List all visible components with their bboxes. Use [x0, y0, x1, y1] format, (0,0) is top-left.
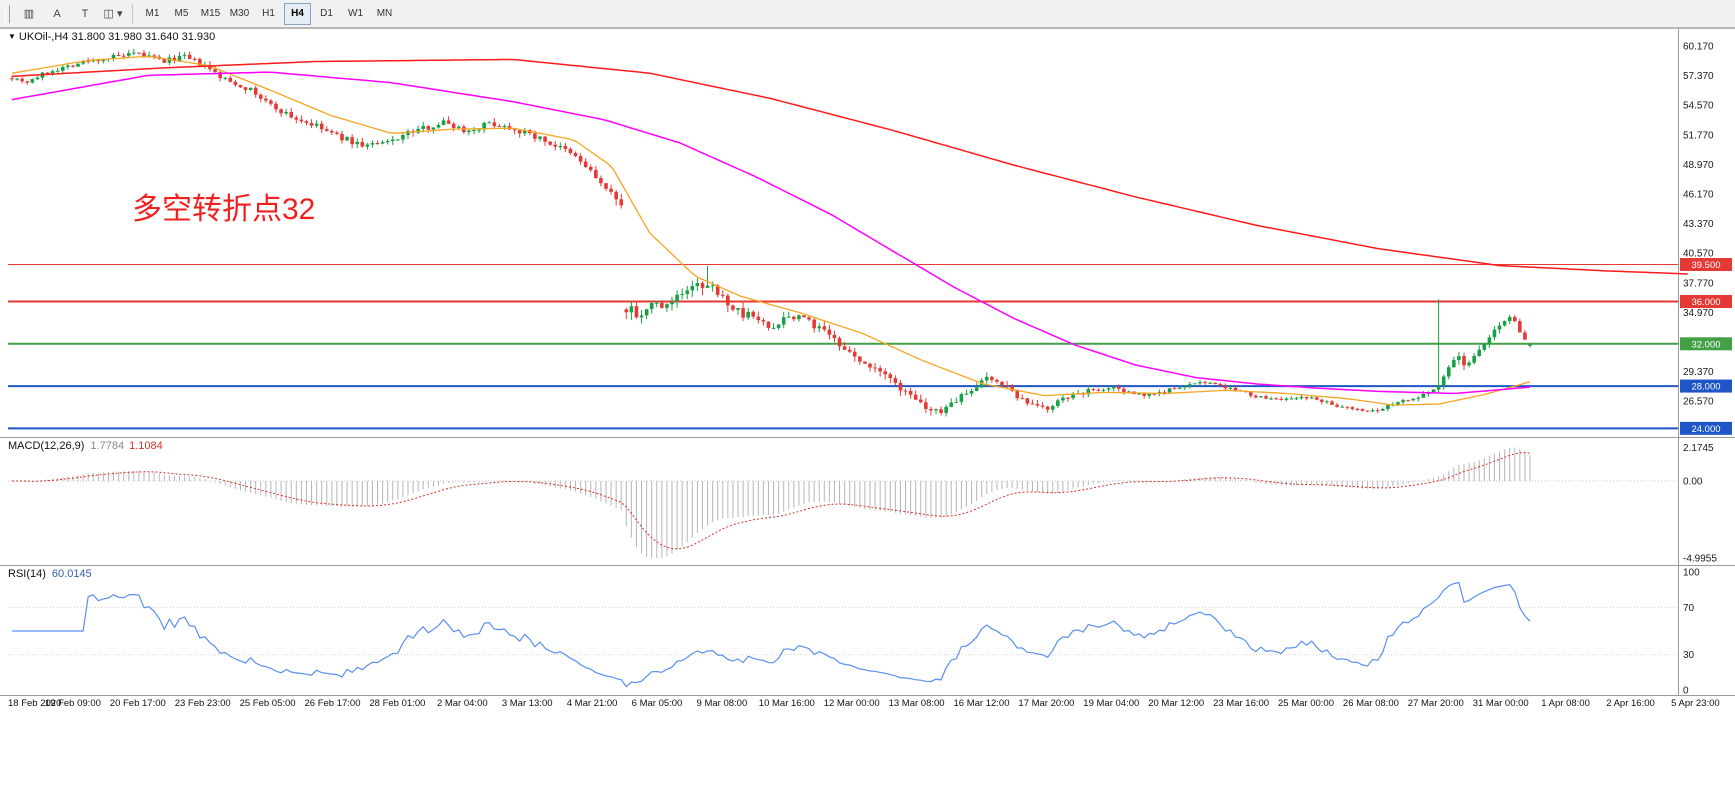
ma-fast-orange — [11, 55, 1531, 406]
price-tick-label: 57.370 — [1683, 71, 1714, 82]
price-level-badge-label: 39.500 — [1691, 260, 1720, 271]
price-tick-label: 26.570 — [1683, 397, 1714, 408]
symbol-header: ▼ UKOil-,H4 31.800 31.980 31.640 31.930 — [8, 31, 215, 43]
time-axis-label: 28 Feb 01:00 — [369, 698, 425, 709]
timeframe-m30-button[interactable]: M30 — [229, 8, 250, 19]
macd-axis-label: 0.00 — [1683, 477, 1703, 488]
rsi-axis-label: 30 — [1683, 650, 1695, 661]
timeframe-mn-button[interactable]: MN — [376, 8, 393, 19]
rsi-title: RSI(14) — [8, 568, 46, 580]
time-axis-label: 18 Feb 2020 — [8, 698, 61, 709]
timeframe-buttons: M1 M5 M15 M30 H1 H4 D1 W1 MN — [138, 2, 399, 25]
price-level-badge-label: 36.000 — [1691, 297, 1720, 308]
price-level-badge-label: 24.000 — [1691, 424, 1720, 435]
timeframe-h4-button[interactable]: H4 — [284, 2, 311, 25]
price-tick-label: 34.970 — [1683, 308, 1714, 319]
toolbar-grip[interactable] — [5, 4, 10, 23]
toolbar: ▥ A T ◫ ▾ M1 M5 M15 M30 H1 H4 D1 W1 MN — [0, 0, 1735, 28]
time-axis-label: 25 Mar 00:00 — [1278, 698, 1334, 709]
rsi-value: 60.0145 — [51, 568, 92, 580]
rsi-axis-label: 100 — [1683, 568, 1700, 579]
timeframe-w1-button[interactable]: W1 — [348, 8, 363, 19]
time-axis-label: 27 Mar 20:00 — [1408, 698, 1464, 709]
timeframe-d1-button[interactable]: D1 — [320, 8, 333, 19]
macd-signal-line — [12, 452, 1531, 550]
time-axis-label: 25 Feb 05:00 — [240, 698, 296, 709]
time-axis-label: 3 Mar 13:00 — [502, 698, 553, 709]
macd-title: MACD(12,26,9) — [8, 440, 85, 452]
price-tick-label: 48.970 — [1683, 160, 1714, 171]
price-tick-label: 40.570 — [1683, 249, 1714, 260]
price-level-badge — [1680, 258, 1732, 272]
macd-axis-label: 2.1745 — [1683, 443, 1714, 454]
chart-annotation: 多空转折点32 — [132, 193, 316, 226]
time-axis-label: 26 Mar 08:00 — [1343, 698, 1399, 709]
symbol-ohlc-text: UKOil-,H4 31.800 31.980 31.640 31.930 — [18, 31, 216, 43]
time-axis-label: 10 Mar 16:00 — [759, 698, 815, 709]
time-axis-label: 23 Mar 16:00 — [1213, 698, 1269, 709]
timeframe-m15-button[interactable]: M15 — [200, 8, 221, 19]
macd-histogram — [16, 447, 1531, 559]
time-axis-label: 20 Feb 17:00 — [110, 698, 166, 709]
text-label-t-icon[interactable]: T — [81, 7, 89, 20]
price-level-badge — [1680, 337, 1732, 351]
rsi-indicator-header: RSI(14) 60.0145 — [8, 568, 92, 580]
time-axis-label: 4 Mar 21:00 — [567, 698, 618, 709]
rsi-axis-label: 0 — [1683, 686, 1689, 697]
price-level-badge-label: 32.000 — [1691, 339, 1720, 350]
timeframe-m5-button[interactable]: M5 — [174, 8, 189, 19]
price-tick-label: 29.370 — [1683, 367, 1714, 378]
time-axis-label: 12 Mar 00:00 — [824, 698, 880, 709]
macd-value-signal: 1.1084 — [129, 440, 163, 452]
chart-objects-icon[interactable]: ◫ ▾ — [103, 8, 123, 20]
timeframe-h1-button[interactable]: H1 — [262, 8, 275, 19]
time-axis-label: 23 Feb 23:00 — [175, 698, 231, 709]
time-axis-label: 9 Mar 08:00 — [697, 698, 748, 709]
time-axis-label: 19 Mar 04:00 — [1083, 698, 1139, 709]
toolbar-icons: ▥ A T ◫ ▾ — [15, 3, 127, 25]
time-axis-label: 2 Mar 04:00 — [437, 698, 488, 709]
rsi-line — [12, 581, 1531, 688]
ma-slow-red — [11, 58, 1688, 275]
time-axis-label: 31 Mar 00:00 — [1473, 698, 1529, 709]
macd-axis-label: -4.9955 — [1683, 554, 1717, 565]
symbol-dropdown-icon[interactable]: ▼ — [8, 32, 16, 41]
price-level-badge — [1680, 295, 1732, 309]
time-axis-label: 1 Apr 08:00 — [1541, 698, 1590, 709]
price-tick-label: 60.170 — [1683, 42, 1714, 53]
rsi-axis-label: 70 — [1683, 603, 1695, 614]
time-axis-label: 20 Mar 12:00 — [1148, 698, 1204, 709]
time-axis-label: 2 Apr 16:00 — [1606, 698, 1655, 709]
time-axis-label: 16 Mar 12:00 — [954, 698, 1010, 709]
horizontal-level-lines — [8, 264, 1678, 430]
candlesticks — [10, 48, 1532, 417]
text-label-a-icon[interactable]: A — [53, 7, 61, 20]
price-level-badge — [1680, 379, 1732, 393]
toolbar-separator — [132, 3, 133, 24]
macd-indicator-header: MACD(12,26,9) 1.7784 1.1084 — [8, 440, 163, 452]
price-tick-label: 54.570 — [1683, 101, 1714, 112]
time-axis-label: 6 Mar 05:00 — [632, 698, 683, 709]
price-tick-label: 37.770 — [1683, 278, 1714, 289]
ma-mid-magenta — [11, 71, 1531, 395]
charts-cascade-icon[interactable]: ▥ — [23, 8, 35, 20]
time-axis-label: 17 Mar 20:00 — [1018, 698, 1074, 709]
time-axis-label: 26 Feb 17:00 — [305, 698, 361, 709]
price-level-badge-label: 28.000 — [1691, 382, 1720, 393]
price-level-badge — [1680, 421, 1732, 435]
price-tick-label: 46.170 — [1683, 189, 1714, 200]
time-axis-label: 5 Apr 23:00 — [1671, 698, 1720, 709]
macd-value-main: 1.7784 — [90, 440, 125, 452]
price-tick-label: 43.370 — [1683, 219, 1714, 230]
time-axis-label: 13 Mar 08:00 — [889, 698, 945, 709]
price-tick-label: 51.770 — [1683, 130, 1714, 141]
timeframe-m1-button[interactable]: M1 — [145, 8, 160, 19]
time-axis-label: 19 Feb 09:00 — [45, 698, 101, 709]
